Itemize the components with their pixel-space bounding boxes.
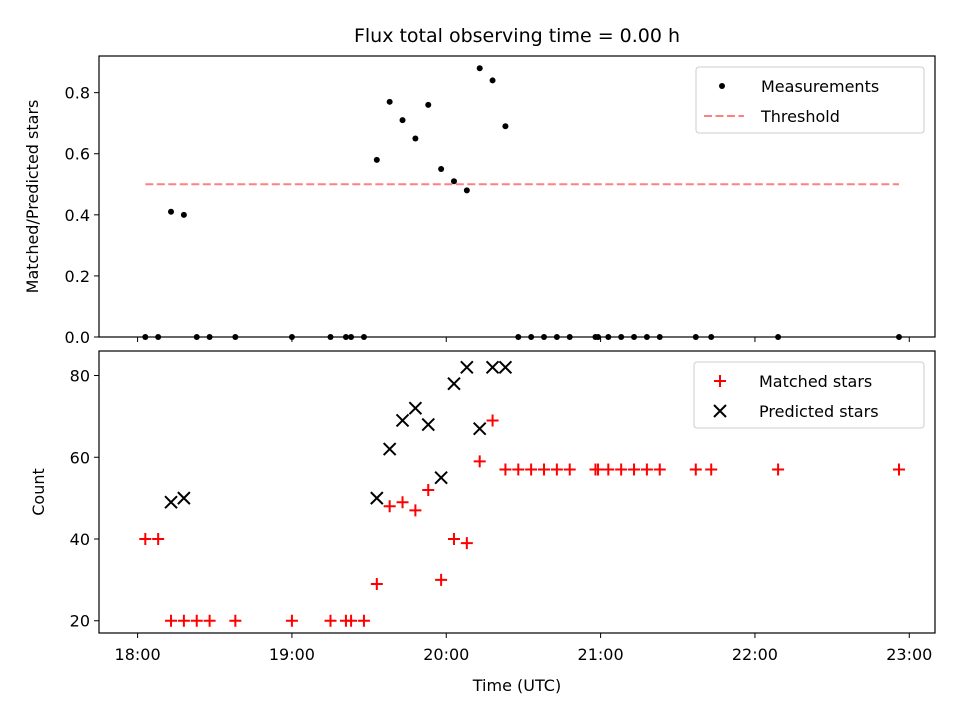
y-tick-label: 0.2	[65, 267, 90, 286]
x-axis-label: Time (UTC)	[472, 676, 561, 695]
y-tick-label: 60	[70, 448, 90, 467]
legend: Matched stars Predicted stars	[694, 362, 924, 428]
measurement-point	[400, 117, 406, 123]
legend-label: Measurements	[761, 77, 879, 96]
legend-marker-dot	[719, 83, 725, 89]
y-tick-label: 0.8	[65, 84, 90, 103]
measurement-point	[438, 166, 444, 172]
measurement-point	[374, 157, 380, 163]
x-tick-label: 18:00	[115, 645, 161, 664]
x-tick-label: 20:00	[423, 645, 469, 664]
measurement-point	[387, 99, 393, 105]
measurement-point	[502, 123, 508, 129]
measurement-point	[181, 212, 187, 218]
x-tick-label: 21:00	[578, 645, 624, 664]
figure: Flux total observing time = 0.00 h 0.0 0.…	[0, 0, 960, 720]
y-tick-label: 40	[70, 530, 90, 549]
y-axis-label: Count	[29, 468, 48, 516]
legend: Measurements Threshold	[696, 67, 924, 133]
measurement-point	[425, 102, 431, 108]
measurement-point	[464, 187, 470, 193]
legend-label: Matched stars	[759, 372, 872, 391]
y-tick-label: 0.0	[65, 328, 90, 347]
x-tick-label: 22:00	[732, 645, 778, 664]
measurement-point	[412, 135, 418, 141]
measurement-point	[477, 65, 483, 71]
legend-label: Threshold	[760, 107, 840, 126]
measurement-point	[168, 209, 174, 215]
x-tick-label: 19:00	[269, 645, 315, 664]
y-tick-label: 0.4	[65, 206, 90, 225]
y-axis-label: Matched/Predicted stars	[23, 100, 42, 294]
chart-title: Flux total observing time = 0.00 h	[354, 25, 680, 47]
legend-label: Predicted stars	[759, 402, 879, 421]
y-tick-label: 20	[70, 612, 90, 631]
y-tick-label: 0.6	[65, 145, 90, 164]
y-tick-label: 80	[70, 367, 90, 386]
x-tick-label: 23:00	[886, 645, 932, 664]
measurement-point	[490, 77, 496, 83]
